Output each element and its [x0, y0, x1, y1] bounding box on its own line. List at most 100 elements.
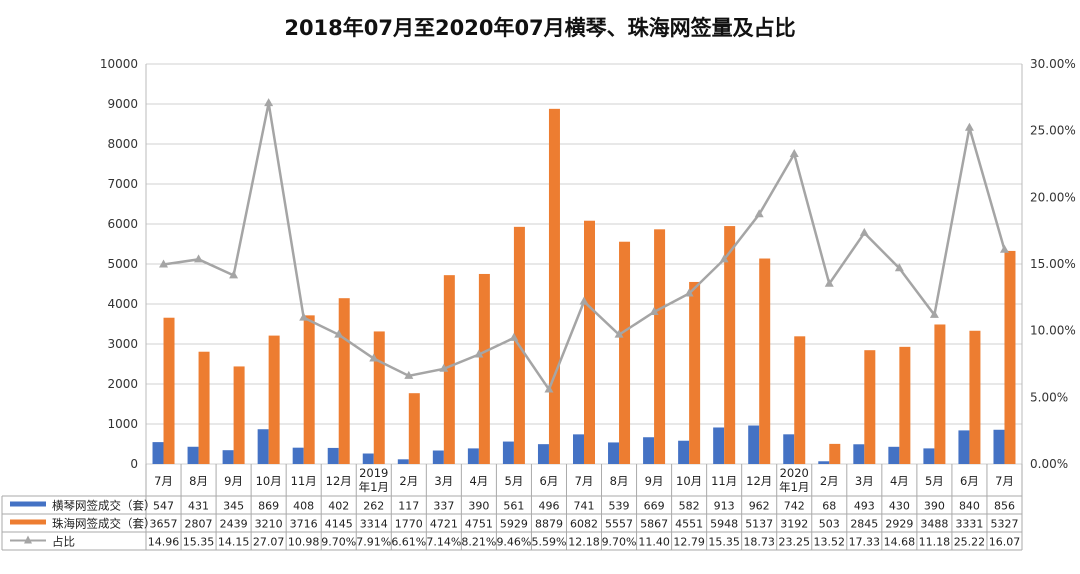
- x-tick-label: 7月: [154, 474, 173, 488]
- x-tick-label: 年1月: [779, 480, 809, 494]
- data-table-cell: 741: [574, 500, 595, 513]
- y-right-tick-label: 5.00%: [1030, 390, 1068, 404]
- bar-zhuhai: [759, 258, 771, 464]
- x-tick-label: 12月: [746, 474, 772, 488]
- x-tick-label: 2月: [399, 474, 418, 488]
- data-table-cell: 547: [153, 500, 174, 513]
- data-table-cell: 14.96: [148, 536, 180, 549]
- line-ratio-marker: [894, 263, 904, 272]
- bar-zhuhai: [303, 315, 315, 464]
- data-table-cell: 3716: [290, 518, 318, 531]
- bar-hengqin: [783, 434, 795, 464]
- data-table-cell: 16.07: [989, 536, 1021, 549]
- data-table-cell: 5327: [990, 518, 1018, 531]
- chart-title: 2018年07月至2020年07月横琴、珠海网签量及占比: [284, 16, 796, 40]
- x-tick-label: 9月: [224, 474, 243, 488]
- data-table-cell: 2929: [885, 518, 913, 531]
- bar-zhuhai: [198, 351, 210, 464]
- x-tick-label: 4月: [890, 474, 909, 488]
- data-table-cell: 6.61%: [391, 536, 426, 549]
- bar-zhuhai: [268, 335, 280, 464]
- data-table-cell: 11.18: [919, 536, 951, 549]
- bar-zhuhai: [934, 324, 946, 464]
- data-table-cell: 493: [854, 500, 875, 513]
- line-ratio-marker: [264, 98, 274, 107]
- data-table-cell: 582: [679, 500, 700, 513]
- line-ratio-marker: [439, 363, 449, 372]
- line-ratio-marker: [859, 227, 869, 236]
- data-table-cell: 561: [503, 500, 524, 513]
- data-table-cell: 390: [468, 500, 489, 513]
- line-ratio-marker: [474, 349, 484, 358]
- x-tick-label: 12月: [326, 474, 352, 488]
- x-tick-label: 11月: [291, 474, 317, 488]
- data-table-cell: 539: [609, 500, 630, 513]
- data-table-cell: 262: [363, 500, 384, 513]
- line-ratio-marker: [159, 259, 169, 268]
- legend-label: 占比: [52, 535, 75, 549]
- bar-zhuhai: [794, 336, 806, 464]
- y-right-tick-label: 30.00%: [1030, 57, 1076, 71]
- x-tick-label: 6月: [540, 474, 559, 488]
- x-tick-label: 8月: [189, 474, 208, 488]
- line-ratio-marker: [719, 254, 729, 263]
- y-left-tick-label: 7000: [107, 177, 138, 191]
- x-tick-label: 3月: [434, 474, 453, 488]
- data-table-cell: 5948: [710, 518, 738, 531]
- bar-zhuhai: [584, 220, 595, 464]
- bar-hengqin: [222, 450, 234, 464]
- x-tick-label: 5月: [925, 474, 944, 488]
- legend-label: 横琴网签成交（套）: [52, 499, 156, 513]
- x-tick-label: 7月: [995, 474, 1014, 488]
- y-left-tick-label: 9000: [107, 97, 138, 111]
- bar-hengqin: [362, 453, 374, 464]
- y-left-tick-label: 4000: [107, 297, 138, 311]
- bar-zhuhai: [864, 350, 876, 464]
- data-table-cell: 430: [889, 500, 910, 513]
- line-ratio-marker: [299, 312, 309, 321]
- data-table-cell: 2439: [220, 518, 248, 531]
- data-table-cell: 856: [994, 500, 1015, 513]
- x-tick-label: 10月: [676, 474, 702, 488]
- data-table-cell: 5557: [605, 518, 633, 531]
- x-tick-label: 10月: [256, 474, 282, 488]
- data-table-cell: 4721: [430, 518, 458, 531]
- bar-hengqin: [608, 442, 620, 464]
- data-table-cell: 390: [924, 500, 945, 513]
- data-table-cell: 18.73: [743, 536, 775, 549]
- bar-zhuhai: [619, 241, 631, 464]
- y-left-tick-label: 3000: [107, 337, 138, 351]
- x-tick-label: 5月: [505, 474, 524, 488]
- bar-hengqin: [152, 442, 164, 464]
- data-table-cell: 408: [293, 500, 314, 513]
- line-ratio-marker: [509, 332, 519, 341]
- x-tick-label: 8月: [610, 474, 629, 488]
- bar-hengqin: [187, 446, 199, 464]
- data-table-cell: 496: [538, 500, 559, 513]
- bar-hengqin: [537, 444, 549, 464]
- bar-zhuhai: [338, 298, 350, 464]
- bar-zhuhai: [969, 330, 981, 464]
- data-table-cell: 3657: [150, 518, 178, 531]
- data-table-cell: 27.07: [253, 536, 285, 549]
- data-table-cell: 5137: [745, 518, 773, 531]
- y-left-tick-label: 8000: [107, 137, 138, 151]
- data-table-cell: 3331: [955, 518, 983, 531]
- bar-zhuhai: [163, 317, 175, 464]
- bar-zhuhai: [408, 393, 420, 464]
- bar-zhuhai: [724, 226, 736, 464]
- bar-zhuhai: [443, 275, 455, 464]
- bar-zhuhai: [689, 281, 701, 464]
- y-right-tick-label: 0.00%: [1030, 457, 1068, 471]
- data-table-cell: 869: [258, 500, 279, 513]
- data-table-cell: 5.59%: [531, 536, 566, 549]
- bar-hengqin: [397, 459, 409, 464]
- x-tick-label: 7月: [575, 474, 594, 488]
- bar-hengqin: [818, 461, 830, 464]
- x-tick-label: 2020: [780, 466, 809, 480]
- bar-hengqin: [713, 427, 725, 464]
- data-table-cell: 15.35: [708, 536, 740, 549]
- data-table-cell: 11.40: [638, 536, 670, 549]
- line-ratio-marker: [824, 278, 834, 287]
- bar-hengqin: [958, 430, 970, 464]
